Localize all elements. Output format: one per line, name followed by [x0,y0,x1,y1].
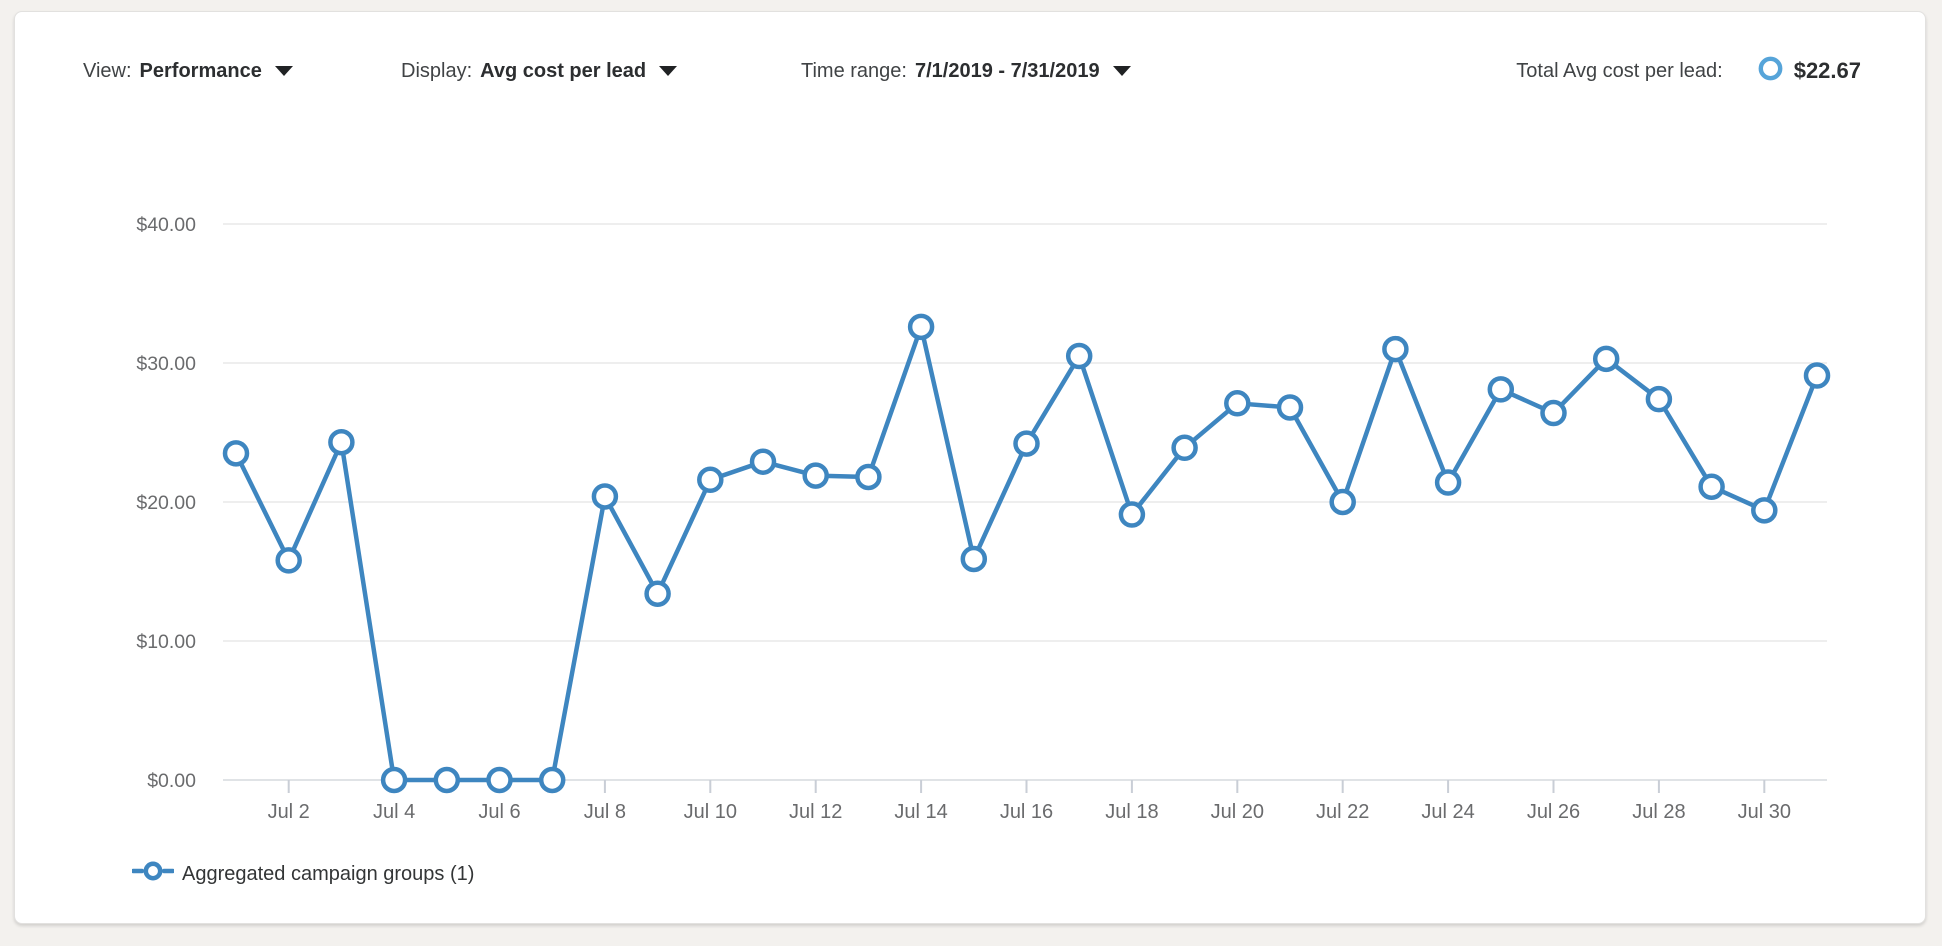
data-point-jul-20[interactable] [1224,390,1251,417]
x-tick-label: Jul 12 [789,801,842,823]
data-point-jul-1[interactable] [222,440,250,467]
data-point-jul-27[interactable] [1592,345,1620,373]
data-point-jul-7[interactable] [538,766,566,794]
data-point-jul-9[interactable] [644,580,671,607]
x-tick-label: Jul 2 [268,801,310,823]
data-point-jul-19[interactable] [1171,434,1198,462]
x-tick-label: Jul 10 [684,801,737,823]
x-tick-label: Jul 16 [1000,801,1053,823]
data-point-jul-25[interactable] [1487,376,1515,403]
data-point-jul-31[interactable] [1803,362,1831,389]
x-tick-label: Jul 22 [1316,801,1369,823]
data-point-jul-24[interactable] [1434,469,1462,496]
x-tick-label: Jul 26 [1527,801,1580,823]
y-tick-label: $30.00 [136,353,196,375]
data-point-jul-13[interactable] [855,463,882,491]
data-point-jul-12[interactable] [802,462,829,489]
chevron-down-icon [274,66,293,76]
y-tick-label: $40.00 [136,214,196,236]
x-tick-label: Jul 30 [1738,801,1791,823]
data-point-jul-18[interactable] [1118,501,1146,528]
data-point-jul-8[interactable] [591,483,619,510]
x-tick-label: Jul 14 [894,801,947,823]
display-label: Display: [401,59,473,82]
x-tick-label: Jul 18 [1105,801,1158,823]
time-range-dropdown[interactable]: Time range: 7/1/2019 - 7/31/2019 [801,57,1131,85]
metric-ring-icon [1757,55,1784,88]
data-point-jul-6[interactable] [486,766,513,794]
data-point-jul-4[interactable] [380,766,408,794]
data-point-jul-14[interactable] [907,313,935,341]
data-point-jul-23[interactable] [1382,335,1409,363]
total-metric: Total Avg cost per lead: $22.67 [1516,55,1861,88]
display-value: Avg cost per lead [480,59,647,82]
x-tick-label: Jul 4 [373,801,415,823]
y-tick-label: $0.00 [147,770,196,792]
y-axis-labels: $0.00 $10.00 $20.00 $30.00 $40.00 [136,214,196,792]
total-metric-value: $22.67 [1793,58,1861,83]
series-line [233,324,1820,783]
view-value: Performance [139,59,262,82]
x-tick-label: Jul 8 [584,801,626,823]
x-tick-label: Jul 28 [1632,801,1685,823]
data-point-jul-30[interactable] [1751,497,1778,524]
chevron-down-icon [659,66,678,76]
legend-open-circle-icon [130,857,176,891]
gridlines [223,223,1827,781]
data-point-jul-26[interactable] [1540,399,1567,427]
performance-chart-card: View: Performance Display: Avg cost per … [14,11,1926,924]
data-point-jul-11[interactable] [749,448,777,475]
display-dropdown[interactable]: Display: Avg cost per lead [401,57,678,85]
view-label: View: [83,59,132,82]
chevron-down-icon [1112,66,1131,76]
view-dropdown[interactable]: View: Performance [83,57,293,85]
chart-legend[interactable]: Aggregated campaign groups (1) [130,857,475,891]
data-point-jul-17[interactable] [1065,342,1093,370]
x-tick-label: Jul 20 [1211,801,1264,823]
y-tick-label: $10.00 [136,631,196,653]
time-range-value: 7/1/2019 - 7/31/2019 [914,59,1100,82]
data-point-jul-16[interactable] [1013,430,1040,457]
data-point-jul-5[interactable] [433,766,461,794]
total-metric-label: Total Avg cost per lead: [1516,59,1723,82]
data-point-jul-2[interactable] [275,547,302,574]
data-points [222,313,1831,794]
y-tick-label: $20.00 [136,492,196,514]
data-point-jul-29[interactable] [1698,473,1725,500]
x-tick-label: Jul 6 [478,801,520,823]
legend-label: Aggregated campaign groups (1) [182,862,475,885]
data-point-jul-22[interactable] [1329,488,1356,516]
time-range-label: Time range: [801,59,907,82]
x-tick-label: Jul 24 [1421,801,1474,823]
x-axis: Jul 2 Jul 4 Jul 6 Jul 8 Jul 10 Jul 12 Jul 14 Ju… [268,780,1791,823]
data-point-jul-21[interactable] [1276,394,1304,421]
data-point-jul-3[interactable] [328,428,355,456]
data-point-jul-28[interactable] [1645,385,1673,413]
data-point-jul-10[interactable] [697,466,724,494]
data-point-jul-15[interactable] [960,545,988,573]
